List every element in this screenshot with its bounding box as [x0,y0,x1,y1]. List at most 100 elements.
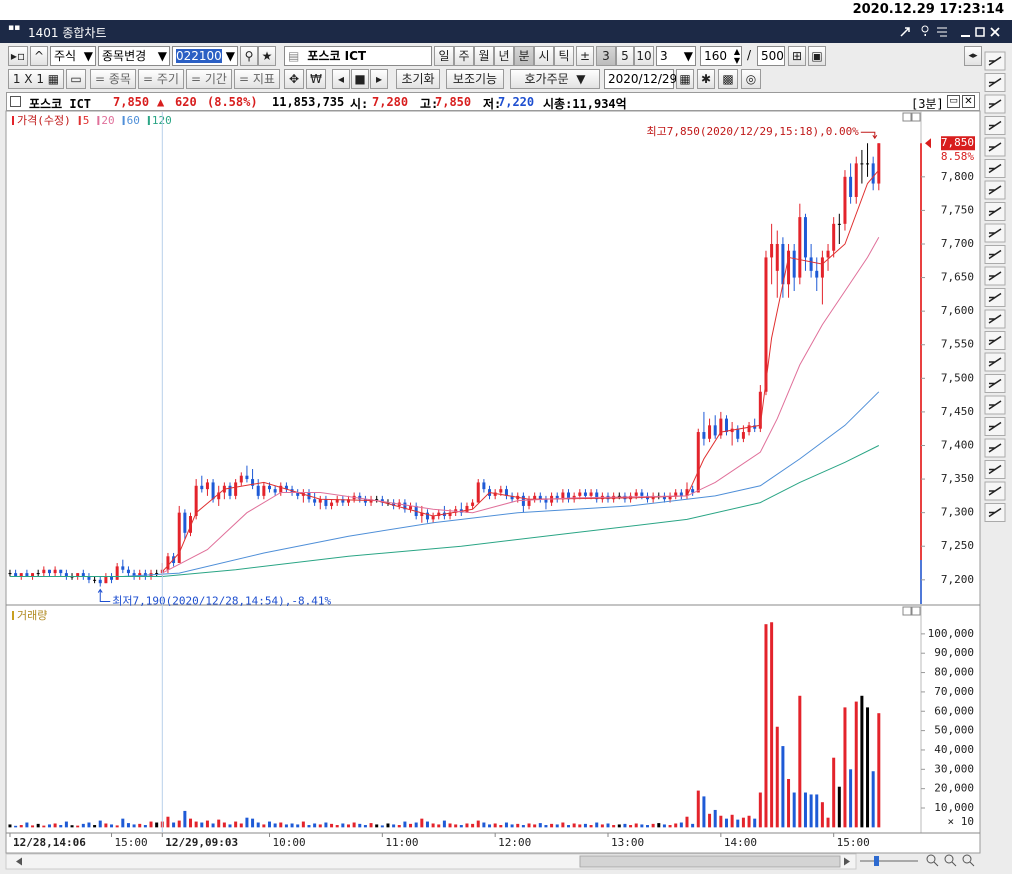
reset-btn[interactable]: 초기화 [396,69,440,89]
order-btn[interactable]: 호가주문 ▼ [510,69,600,89]
period-btn[interactable]: 주 [454,46,474,66]
nav-btn[interactable]: ▸ [370,69,388,89]
link-btn[interactable]: = 기간 [186,69,232,89]
market-select[interactable]: 주식 ▼ [50,46,96,66]
volume-bar [504,822,508,828]
tool-icon[interactable] [984,309,1006,329]
code-input[interactable]: 022100 ▼ [172,46,238,66]
period-btn[interactable]: 년 [494,46,514,66]
tool-icon[interactable] [984,94,1006,114]
icon-btn[interactable]: ◂▸ [964,46,982,66]
period-btn[interactable]: 분 [514,46,534,66]
volume-bar [849,769,853,828]
tool-icon[interactable] [984,223,1006,243]
scroll-thumb[interactable] [579,855,841,868]
volume-bar [256,822,260,828]
volume-bar [110,824,114,828]
volume-bar [674,823,678,828]
search-btn[interactable]: ⚲ [240,46,258,66]
tool-icon[interactable] [984,51,1006,71]
period-btn[interactable]: 월 [474,46,494,66]
y-tick-label: 7,500 [941,371,974,384]
max-input[interactable]: 500 [757,46,785,66]
tool-icon[interactable] [984,331,1006,350]
max-btn[interactable]: ▭ [947,95,960,108]
candle-body [64,573,68,577]
volume-bar [815,794,819,828]
scroll-left[interactable] [16,857,22,866]
layout-btn[interactable]: 1 X 1 ▦ [8,69,64,89]
zoom-knob[interactable] [874,856,879,866]
tool-glyph [988,378,1002,389]
interval-btn[interactable]: 5 [616,46,634,66]
period-btn[interactable]: 시 [534,46,554,66]
candle-body [363,499,367,503]
icon-btn[interactable]: ± [576,46,594,66]
tool-icon[interactable] [984,352,1006,372]
icon-btn[interactable]: ▦ [676,69,694,89]
tool-icon[interactable] [984,438,1006,458]
tool-icon[interactable] [984,245,1006,264]
tool-icon[interactable] [984,503,1006,522]
link-btn[interactable]: = 지표 [234,69,280,89]
tool-icon[interactable] [984,266,1006,286]
aux-btn[interactable]: 보조기능 [446,69,504,89]
period-btn[interactable]: 일 [434,46,454,66]
candle-body [499,489,503,493]
volume-bar [14,825,18,828]
period-btn[interactable]: 틱 [554,46,574,66]
close-btn[interactable]: ✕ [962,95,975,108]
tool-icon[interactable] [984,395,1006,415]
tool-icon[interactable] [984,202,1006,221]
fav-btn[interactable]: ★ [258,46,276,66]
icon-btn[interactable]: ₩ [306,69,326,89]
icon-btn[interactable]: ⊞ [788,46,806,66]
candle-body [256,485,260,496]
zoom-icons[interactable] [926,854,975,867]
tool-icon[interactable] [984,137,1006,157]
icon-btn[interactable]: ▸▫ [8,46,28,66]
volume-bar [363,825,367,828]
panel-btn[interactable] [911,112,921,122]
count-input[interactable]: 160 ▲ ▼ [700,46,742,66]
stock-select[interactable]: 종목변경 ▼ [98,46,170,66]
interval-input[interactable]: 3 ▼ [656,46,696,66]
tool-icon[interactable] [984,288,1006,307]
icon-btn[interactable]: ◎ [741,69,761,89]
icon-btn[interactable]: ^ [30,46,48,66]
tool-glyph [988,314,1002,324]
date-input[interactable]: 2020/12/29 [604,69,677,89]
panel-btn[interactable] [911,606,921,616]
tool-icon[interactable] [984,180,1006,200]
candle-body [476,482,480,503]
panel-btn[interactable] [902,112,912,122]
interval-btn[interactable]: 3 [596,46,616,66]
save-btn[interactable]: ▣ [808,46,826,66]
tool-icon[interactable] [984,159,1006,178]
nav-btn[interactable]: ◂ [332,69,350,89]
window-controls[interactable] [895,23,1010,41]
scroll-right[interactable] [844,857,850,866]
icon-btn[interactable]: ▭ [66,69,86,89]
volume-title: 거래량 [17,609,47,622]
volume-bar [578,824,582,828]
icon-btn[interactable]: ✥ [284,69,304,89]
tool-icon[interactable] [984,374,1006,393]
tool-icon[interactable] [984,116,1006,135]
tool-icon[interactable] [984,417,1006,436]
last-price-box [941,136,975,151]
tool-icon[interactable] [984,460,1006,479]
tool-icon[interactable] [984,481,1006,501]
layout: 1 X 1 [12,72,44,86]
panel-btn[interactable] [902,606,912,616]
icon-btn[interactable]: ▩ [718,69,738,89]
tool-icon[interactable] [984,73,1006,92]
interval-btn[interactable]: 10 [634,46,654,66]
nav-btn[interactable]: ■ [351,69,369,89]
link-btn[interactable]: = 주기 [138,69,184,89]
volume-bar [121,818,125,828]
link-btn[interactable]: = 종목 [90,69,136,89]
icon-btn[interactable]: ✱ [697,69,715,89]
candle-body [736,428,740,439]
checkbox[interactable] [10,96,21,107]
